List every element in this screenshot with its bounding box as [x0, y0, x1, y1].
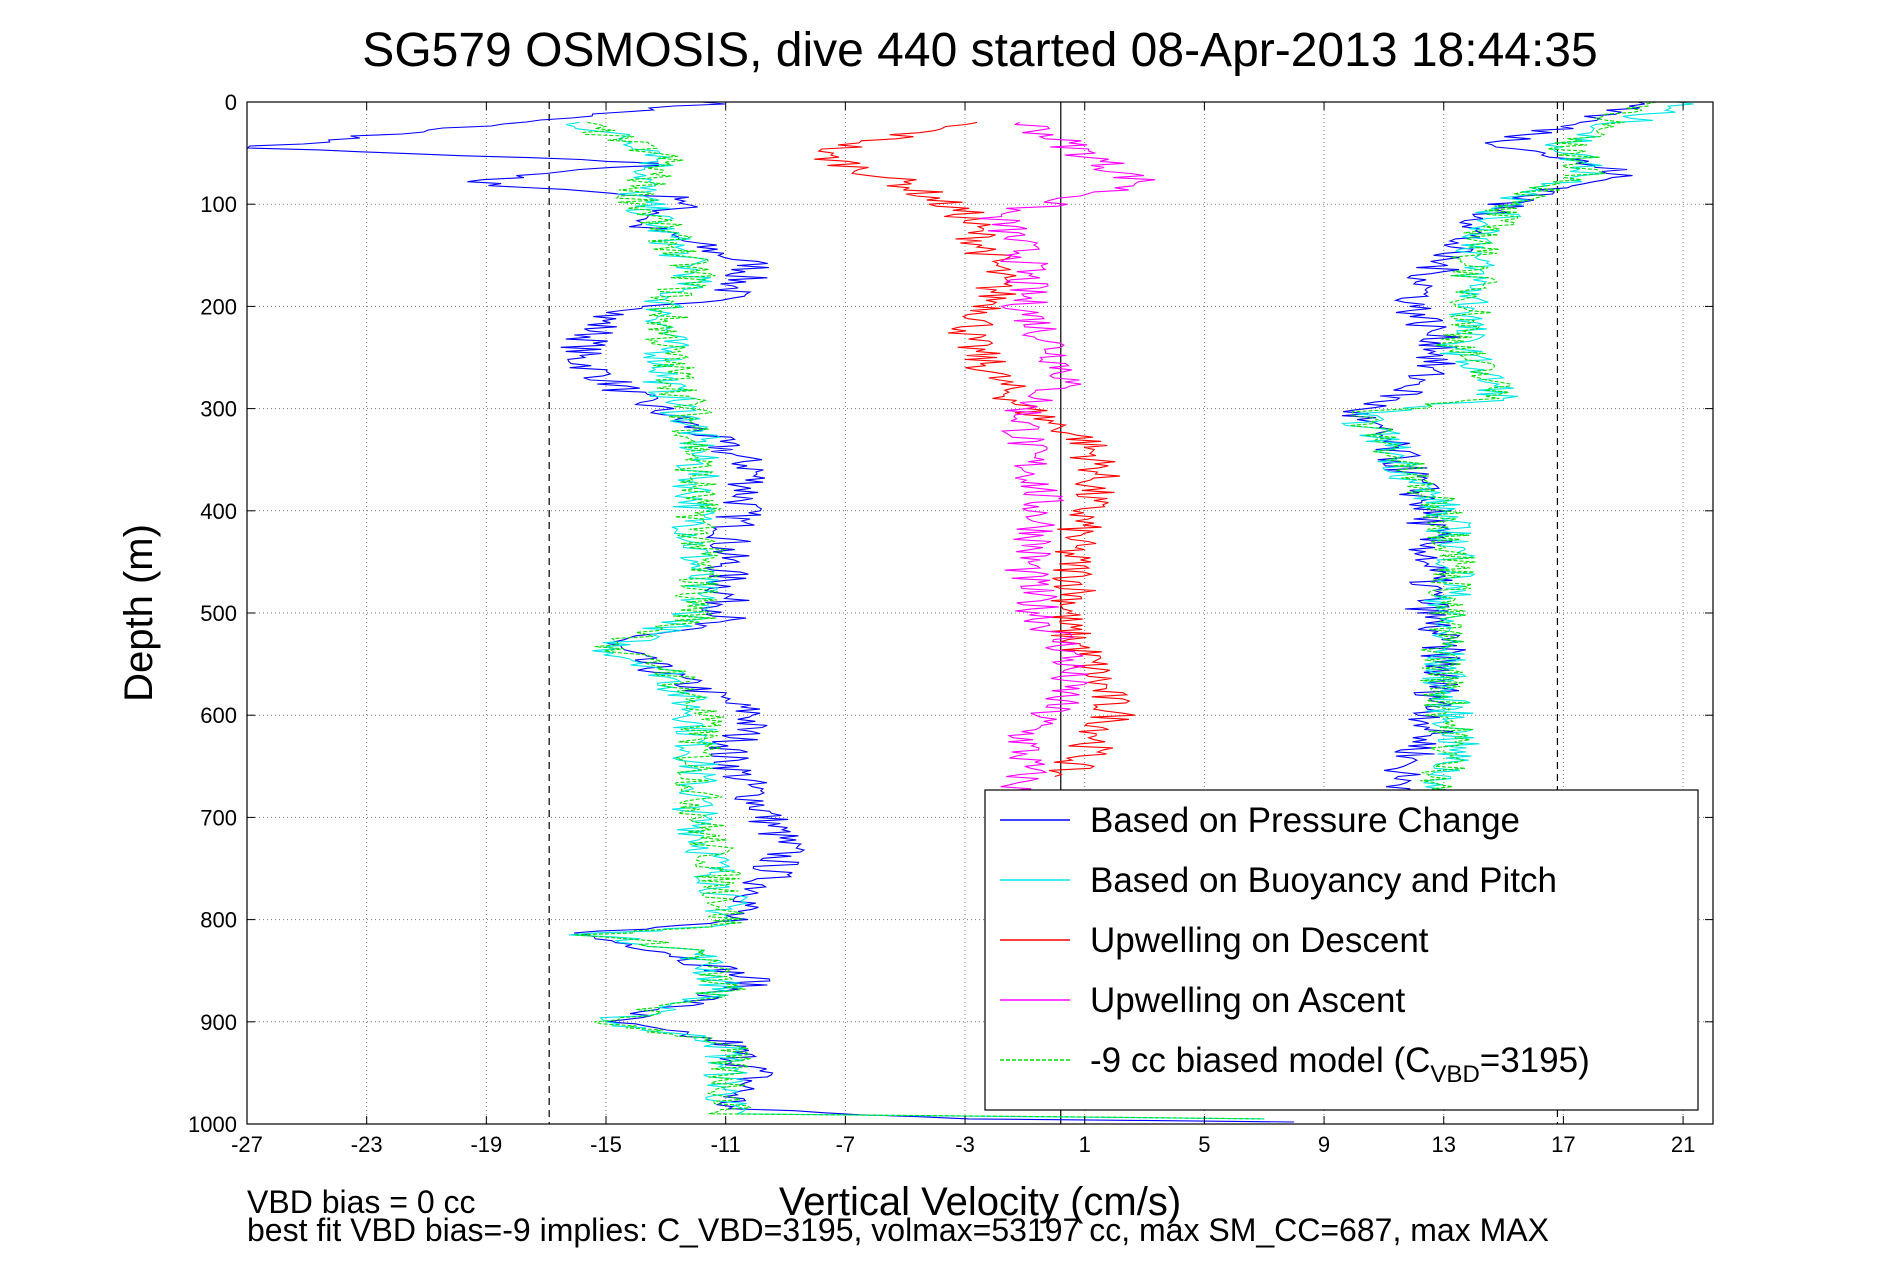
series-line-0: [246, 101, 1295, 1123]
x-tick-label: 9: [1318, 1132, 1330, 1157]
y-tick-label: 0: [225, 90, 237, 115]
x-tick-label: -11: [711, 1132, 741, 1157]
x-tick-label: 1: [1079, 1132, 1091, 1157]
x-tick-label: -19: [470, 1132, 502, 1157]
series-line-7: [1350, 101, 1657, 818]
y-tick-label: 500: [200, 601, 237, 626]
legend-label: Upwelling on Descent: [1090, 921, 1429, 960]
x-tick-label: -27: [231, 1132, 263, 1157]
y-tick-label: 900: [200, 1010, 237, 1035]
y-tick-label: 300: [200, 397, 237, 422]
x-tick-label: -3: [955, 1132, 975, 1157]
footer-line-1: VBD bias = 0 cc: [247, 1184, 476, 1220]
x-axis: -27 -23 -19 -15 -11 -7 -3 1 5 9 13 17 21: [231, 102, 1695, 1157]
y-axis-label: Depth (m): [117, 524, 161, 702]
series-line-4: [574, 121, 1265, 1120]
legend: Based on Pressure Change Based on Buoyanc…: [984, 789, 1699, 1111]
y-tick-label: 400: [200, 499, 237, 524]
series-line-1: [565, 121, 1265, 1120]
legend-label: Upwelling on Ascent: [1090, 981, 1405, 1020]
legend-label: Based on Buoyancy and Pitch: [1090, 861, 1557, 900]
x-tick-label: 5: [1198, 1132, 1210, 1157]
x-tick-label: -23: [351, 1132, 383, 1157]
y-tick-label: 200: [200, 294, 237, 319]
footer-line-2: best fit VBD bias=-9 implies: C_VBD=3195…: [247, 1212, 1549, 1248]
legend-box: [984, 789, 1699, 1111]
x-axis-label: Vertical Velocity (cm/s): [779, 1180, 1181, 1224]
legend-label: Based on Pressure Change: [1090, 801, 1520, 840]
series-line-3: [977, 121, 1156, 818]
x-tick-label: -7: [836, 1132, 856, 1157]
y-tick-label: 600: [200, 703, 237, 728]
series-line-5: [1341, 101, 1645, 818]
chart-title: SG579 OSMOSIS, dive 440 started 08-Apr-2…: [362, 24, 1597, 77]
y-tick-label: 800: [200, 908, 237, 933]
y-axis: 0 100 200 300 400 500 600 700 800 900 1000: [188, 90, 1713, 1137]
legend-label: -9 cc biased model (CVBD=3195): [1090, 1041, 1590, 1088]
series-layer: [246, 101, 1694, 1123]
series-line-2: [814, 121, 1135, 778]
y-tick-label: 700: [200, 805, 237, 830]
y-tick-label: 1000: [188, 1112, 237, 1137]
x-tick-label: 21: [1671, 1132, 1695, 1157]
x-tick-label: -15: [590, 1132, 622, 1157]
x-tick-label: 17: [1551, 1132, 1575, 1157]
y-tick-label: 100: [200, 192, 237, 217]
x-tick-label: 13: [1431, 1132, 1455, 1157]
